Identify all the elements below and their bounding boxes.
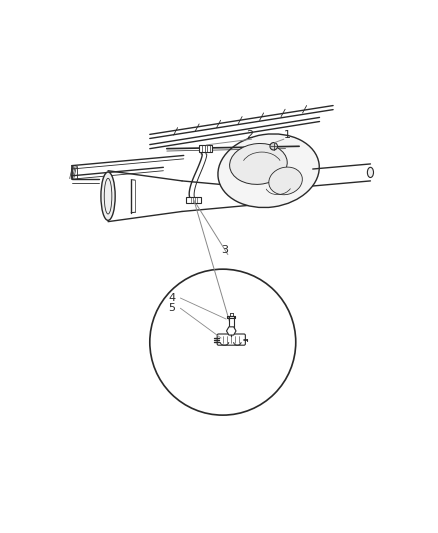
Ellipse shape: [218, 134, 319, 207]
Text: 5: 5: [168, 303, 175, 313]
Ellipse shape: [230, 143, 287, 184]
Circle shape: [150, 269, 296, 415]
Ellipse shape: [101, 172, 115, 220]
Bar: [199, 145, 212, 152]
Text: 2: 2: [246, 130, 254, 140]
Ellipse shape: [269, 167, 302, 195]
Text: 4: 4: [168, 293, 176, 303]
FancyBboxPatch shape: [217, 334, 245, 345]
Text: 3: 3: [221, 246, 228, 255]
Text: 1: 1: [284, 130, 291, 140]
Ellipse shape: [367, 167, 374, 177]
Circle shape: [270, 142, 277, 150]
Ellipse shape: [104, 179, 112, 214]
Bar: [187, 197, 201, 203]
